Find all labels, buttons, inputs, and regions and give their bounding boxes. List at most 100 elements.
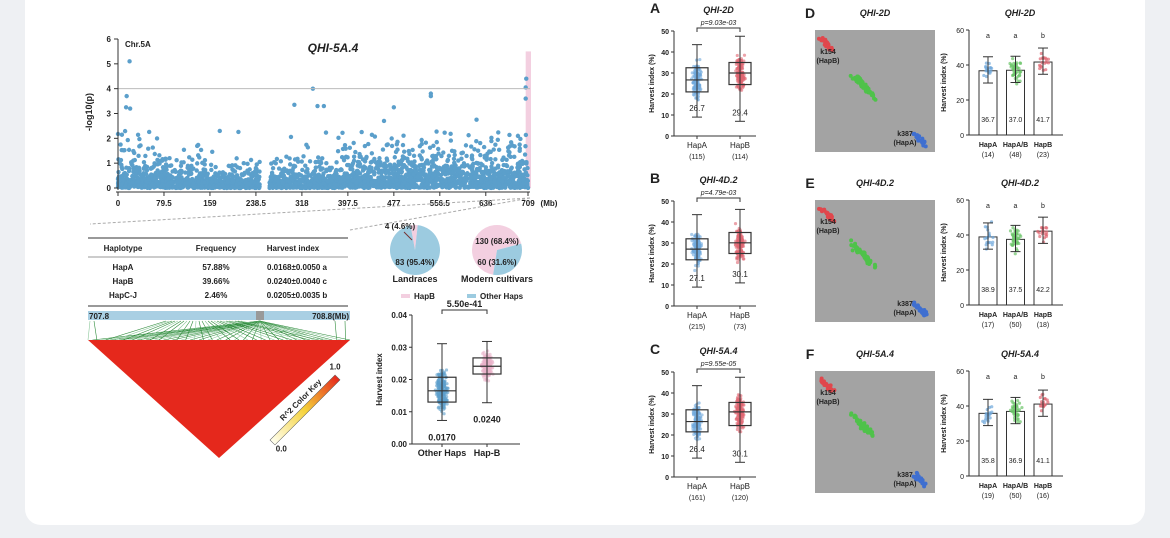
snp-point [127, 166, 132, 172]
snp-point [124, 172, 129, 177]
manhattan-title: QHI-5A.4 [308, 41, 359, 55]
snp-point [430, 182, 436, 188]
snp-point [393, 149, 399, 155]
data-point [1013, 252, 1017, 256]
snp-point [189, 167, 194, 172]
snp-point [162, 166, 167, 172]
y-axis-label: Harvest index [375, 353, 384, 406]
snp-point [510, 171, 516, 176]
snp-point [368, 169, 373, 174]
snp-point [507, 173, 512, 179]
snp-point [484, 176, 489, 182]
snp-point [507, 144, 512, 149]
snp-point [453, 164, 458, 170]
snp-point [507, 184, 513, 189]
kmer-point [912, 303, 917, 308]
snp-point [143, 153, 148, 159]
snp-point [495, 163, 501, 168]
snp-point [391, 184, 396, 189]
snp-point [458, 182, 463, 187]
significance-letter: a [986, 374, 990, 381]
snp-point [507, 132, 512, 138]
snp-point [198, 147, 204, 153]
x-tick-label: HapB [730, 311, 750, 320]
data-point [482, 360, 486, 364]
kmer-point [828, 383, 833, 388]
kmer-point [826, 213, 831, 218]
snp-point [436, 146, 441, 152]
snp-point [475, 148, 481, 153]
snp-peak-point [124, 93, 129, 99]
snp-point [183, 170, 188, 175]
snp-point [230, 167, 235, 172]
bar-value-label: 35.8 [981, 458, 995, 465]
cluster-label: k387 [897, 301, 913, 308]
y-tick-label: 0 [665, 304, 669, 311]
kmer-point [912, 475, 917, 480]
bar-value-label: 38.9 [981, 287, 995, 294]
snp-point [285, 184, 290, 190]
data-point [1038, 234, 1042, 239]
group-count: (17) [982, 322, 994, 329]
snp-point [488, 175, 493, 181]
snp-point [491, 147, 496, 152]
snp-point [451, 177, 457, 182]
data-point [741, 414, 745, 419]
snp-point [134, 167, 140, 173]
x-tick-label: HapB [1034, 483, 1052, 490]
kmer-point [819, 38, 824, 43]
snp-point [419, 155, 424, 161]
x-tick-label: HapA/B [1003, 142, 1028, 149]
median-label: 0.0170 [428, 432, 456, 442]
snp-point [444, 184, 449, 190]
data-point [691, 411, 695, 415]
snp-point [270, 165, 276, 171]
group-count: (50) [1009, 493, 1021, 500]
snp-point [303, 163, 308, 168]
table-cell: HapC-J [109, 291, 137, 300]
kmer-point [871, 93, 876, 98]
kmer-point [918, 478, 923, 483]
group-count: (18) [1037, 322, 1049, 329]
bar-value-label: 41.7 [1036, 117, 1050, 124]
p-value-label: p=9.55e-05 [700, 361, 737, 368]
ld-link-line [259, 320, 333, 341]
y-tick-label: 40 [661, 220, 669, 227]
panel-D: D QHI-2Dk154(HapB)k387(HapA)QHI-2D0204060… [805, 5, 1063, 159]
snp-point [209, 167, 214, 173]
snp-point [363, 156, 369, 161]
data-point [1044, 57, 1048, 62]
snp-point [509, 165, 514, 170]
snp-point [234, 156, 239, 161]
data-point [1044, 225, 1048, 230]
snp-point [495, 137, 501, 142]
data-point [1045, 230, 1049, 234]
data-point [1017, 241, 1021, 246]
kmer-point [919, 138, 924, 143]
y-tick-label: 50 [661, 199, 669, 206]
snp-point [282, 166, 287, 171]
snp-point [190, 157, 195, 162]
snp-point [321, 175, 326, 180]
snp-point [303, 174, 308, 179]
x-tick-label: HapA [979, 312, 997, 319]
snp-point [308, 182, 313, 187]
snp-peak-point [127, 106, 133, 111]
snp-point [475, 161, 481, 166]
significance-letter: a [1014, 33, 1018, 40]
snp-point [485, 180, 491, 186]
x-tick-label: Hap-B [474, 448, 501, 458]
kmer-point [865, 259, 870, 264]
snp-point [157, 153, 162, 158]
data-point [692, 242, 696, 246]
snp-point [273, 161, 278, 166]
median-label: 29.4 [732, 108, 748, 117]
ld-link-line [87, 320, 91, 341]
snp-point [207, 184, 212, 190]
cluster-label: (HapA) [894, 140, 917, 147]
scatter-title: QHI-4D.2 [856, 178, 894, 188]
snp-point [377, 156, 382, 161]
bar-title: QHI-2D [1005, 8, 1036, 18]
